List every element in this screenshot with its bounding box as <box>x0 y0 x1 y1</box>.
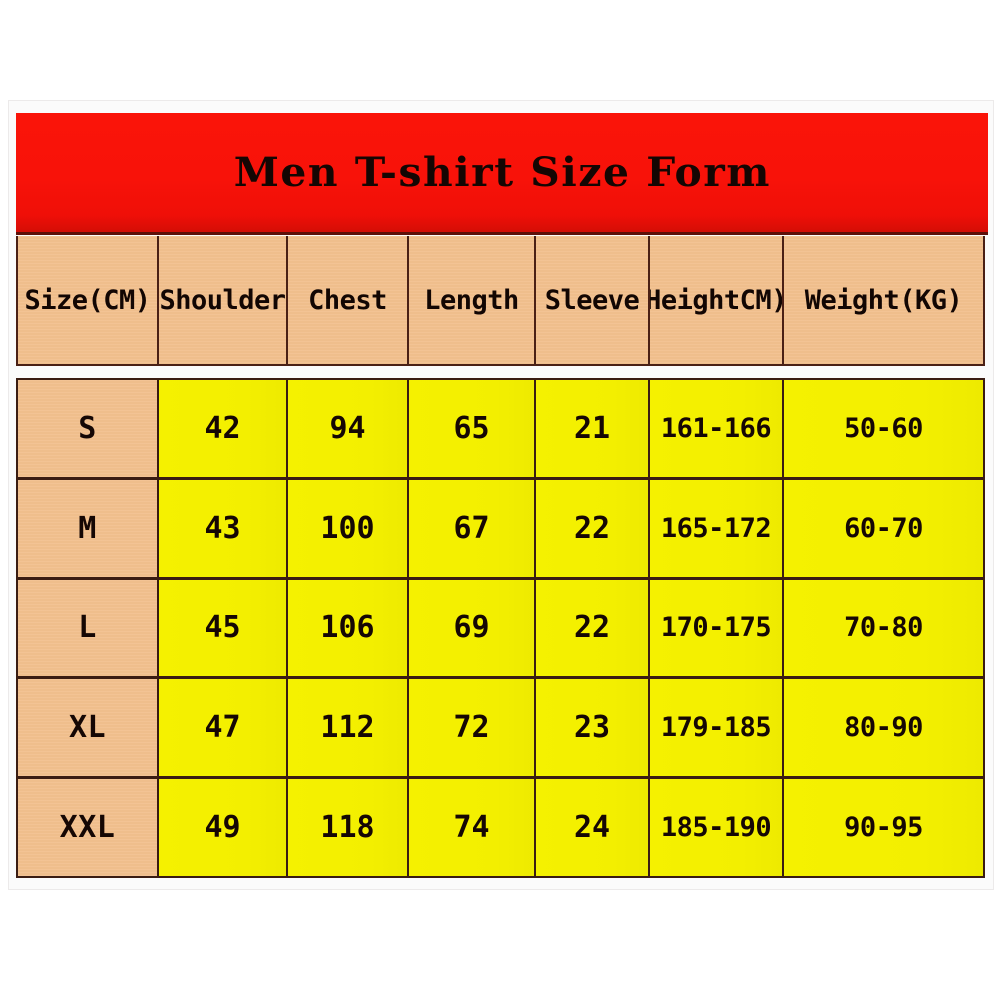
cell-length: 72 <box>409 679 536 777</box>
cell-weight: 80-90 <box>784 679 983 777</box>
table-row: XXL 49 118 74 24 185-190 90-95 <box>18 779 983 876</box>
cell-chest: 94 <box>288 380 409 477</box>
cell-length: 69 <box>409 579 536 677</box>
chart-title: Men T-shirt Size Form <box>233 149 771 196</box>
column-header-size: Size(CM) <box>18 236 159 364</box>
cell-chest: 106 <box>288 579 409 677</box>
size-table-body: S 42 94 65 21 161-166 50-60 M 43 100 67 … <box>16 378 985 878</box>
cell-height: 179-185 <box>650 679 784 777</box>
table-row: S 42 94 65 21 161-166 50-60 <box>18 380 983 480</box>
cell-chest: 100 <box>288 479 409 577</box>
column-header-sleeve: Sleeve <box>536 236 650 364</box>
column-header-weight: Weight(KG) <box>784 236 983 364</box>
cell-length: 67 <box>409 479 536 577</box>
title-banner: Men T-shirt Size Form <box>16 113 988 235</box>
cell-chest: 112 <box>288 679 409 777</box>
cell-weight: 90-95 <box>784 779 983 876</box>
cell-sleeve: 23 <box>536 679 650 777</box>
column-header-height: HeightCM) <box>650 236 784 364</box>
cell-length: 65 <box>409 380 536 477</box>
cell-shoulder: 45 <box>159 579 288 677</box>
cell-shoulder: 43 <box>159 479 288 577</box>
cell-height: 185-190 <box>650 779 784 876</box>
cell-height: 161-166 <box>650 380 784 477</box>
cell-sleeve: 22 <box>536 579 650 677</box>
table-header-row: Size(CM) Shoulder Chest Length Sleeve He… <box>16 236 985 366</box>
cell-size: S <box>18 380 159 477</box>
cell-size: L <box>18 579 159 677</box>
cell-size: XL <box>18 679 159 777</box>
cell-shoulder: 47 <box>159 679 288 777</box>
cell-chest: 118 <box>288 779 409 876</box>
cell-sleeve: 24 <box>536 779 650 876</box>
cell-height: 165-172 <box>650 479 784 577</box>
table-row: XL 47 112 72 23 179-185 80-90 <box>18 679 983 780</box>
table-row: L 45 106 69 22 170-175 70-80 <box>18 579 983 680</box>
cell-size: M <box>18 479 159 577</box>
cell-sleeve: 21 <box>536 380 650 477</box>
table-row: M 43 100 67 22 165-172 60-70 <box>18 479 983 580</box>
cell-sleeve: 22 <box>536 479 650 577</box>
cell-weight: 50-60 <box>784 380 983 477</box>
column-header-length: Length <box>409 236 536 364</box>
cell-shoulder: 49 <box>159 779 288 876</box>
cell-length: 74 <box>409 779 536 876</box>
cell-weight: 70-80 <box>784 579 983 677</box>
column-header-shoulder: Shoulder <box>159 236 288 364</box>
cell-weight: 60-70 <box>784 479 983 577</box>
cell-height: 170-175 <box>650 579 784 677</box>
cell-shoulder: 42 <box>159 380 288 477</box>
cell-size: XXL <box>18 779 159 876</box>
column-header-chest: Chest <box>288 236 409 364</box>
